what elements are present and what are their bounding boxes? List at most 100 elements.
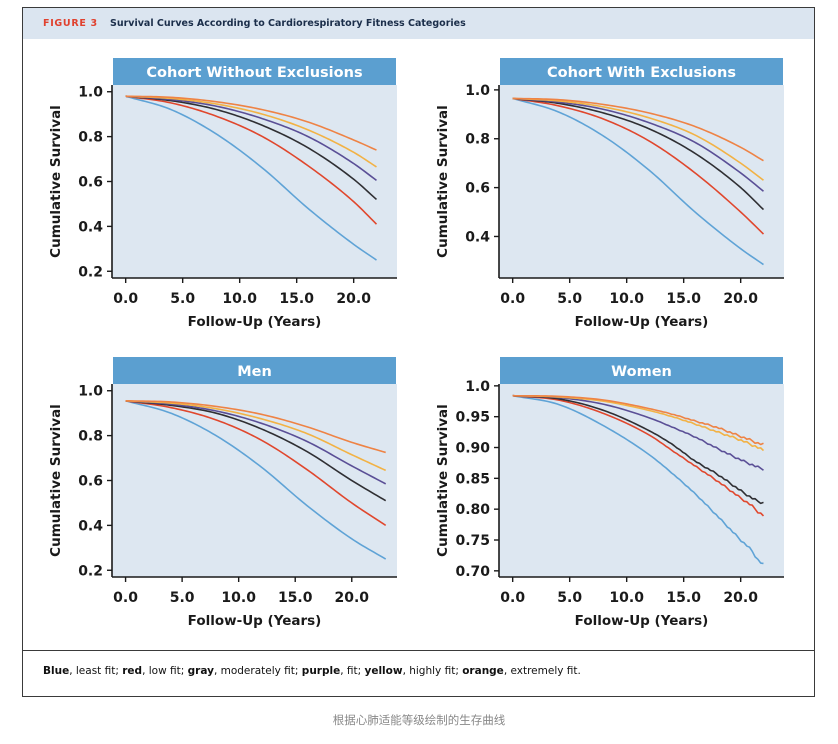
x-tick-label: 20.0	[723, 590, 758, 606]
series-line-moderately-fit	[125, 95, 378, 201]
x-axis-label: Follow-Up (Years)	[188, 314, 322, 330]
chart-men: Men 0.2 0.4 0.6 0.8 1.0 0.0 5.0 10.0 15.0 20.0 Foll…	[48, 357, 397, 629]
figure-label: FIGURE 3	[43, 18, 98, 29]
legend-color-name: gray	[187, 665, 214, 677]
series-line-moderately-fit	[512, 394, 764, 505]
x-tick-label: 10.0	[221, 590, 256, 606]
series-line-extremely-fit	[125, 400, 386, 454]
y-tick-label: 0.70	[455, 564, 490, 580]
y-tick-label: 0.2	[78, 563, 103, 579]
y-axis-label: Cumulative Survival	[48, 404, 64, 557]
charts-canvas: Cohort Without Exclusions 0.2 0.4 0.6 0.8 1.0…	[48, 58, 784, 629]
plot-area	[112, 85, 397, 278]
y-tick-label: 1.0	[465, 83, 490, 99]
series-line-highly-fit	[125, 400, 387, 472]
y-axis-label: Cumulative Survival	[48, 105, 64, 258]
y-tick-label: 0.4	[78, 518, 103, 534]
chart-title: Cohort With Exclusions	[547, 65, 736, 81]
y-tick-label: 1.0	[78, 384, 103, 400]
legend-description: , low fit;	[142, 665, 188, 677]
y-tick-label: 1.0	[78, 85, 103, 101]
x-tick-label: 5.0	[170, 291, 195, 307]
x-tick-label: 15.0	[666, 291, 701, 307]
x-tick-label: 5.0	[557, 590, 582, 606]
chart-title-bar	[113, 357, 396, 384]
series-line-low-fit	[125, 400, 387, 527]
series-line-fit	[125, 400, 387, 485]
x-axis-label: Follow-Up (Years)	[188, 613, 322, 629]
legend-color-name: red	[122, 665, 143, 677]
series-line-fit	[512, 97, 764, 192]
y-tick-label: 0.8	[78, 130, 103, 146]
chart-title: Women	[611, 364, 672, 380]
figure-caption: 根据心肺适能等级绘制的生存曲线	[332, 713, 506, 727]
x-tick-label: 15.0	[278, 590, 313, 606]
chart-title: Men	[237, 364, 272, 380]
footer-divider	[23, 650, 814, 651]
legend-description: , fit;	[340, 665, 365, 677]
legend-description: , extremely fit.	[503, 665, 581, 677]
x-tick-label: 0.0	[113, 590, 138, 606]
chart-title-bar	[500, 357, 783, 384]
series-line-extremely-fit	[512, 394, 764, 446]
x-tick-label: 0.0	[500, 291, 525, 307]
series-line-extremely-fit	[512, 97, 764, 162]
series-line-extremely-fit	[125, 95, 377, 151]
series-line-low-fit	[125, 95, 378, 225]
y-tick-label: 0.80	[455, 502, 490, 518]
legend-color-name: yellow	[364, 665, 403, 677]
series-line-least-fit	[125, 95, 377, 261]
y-axis-label: Cumulative Survival	[435, 105, 451, 258]
y-tick-label: 0.75	[455, 533, 490, 549]
series-line-low-fit	[512, 394, 765, 517]
x-tick-label: 20.0	[723, 291, 758, 307]
y-axis-label: Cumulative Survival	[435, 404, 451, 557]
series-line-highly-fit	[125, 95, 377, 168]
chart-title: Cohort Without Exclusions	[146, 65, 362, 81]
legend-description: , least fit;	[69, 665, 123, 677]
y-tick-label: 0.6	[465, 181, 490, 197]
x-tick-label: 20.0	[334, 590, 369, 606]
legend-note: Blue, least fit; red, low fit; gray, mod…	[43, 665, 581, 677]
y-tick-label: 0.6	[78, 175, 103, 191]
y-tick-label: 0.8	[465, 132, 490, 148]
y-tick-label: 0.90	[455, 441, 490, 457]
series-line-moderately-fit	[125, 400, 387, 502]
figure-header: FIGURE 3 Survival Curves According to Ca…	[23, 8, 814, 39]
chart-title-bar	[113, 58, 396, 85]
x-tick-label: 5.0	[170, 590, 195, 606]
series-line-least-fit	[125, 400, 387, 560]
x-tick-label: 15.0	[279, 291, 314, 307]
x-tick-label: 15.0	[666, 590, 701, 606]
series-line-least-fit	[512, 97, 764, 266]
series-line-highly-fit	[512, 97, 764, 181]
series-line-fit	[125, 95, 377, 182]
legend-description: , moderately fit;	[213, 665, 302, 677]
x-tick-label: 10.0	[609, 590, 644, 606]
x-tick-label: 0.0	[113, 291, 138, 307]
legend-description: , highly fit;	[402, 665, 463, 677]
figure-title: Survival Curves According to Cardiorespi…	[110, 18, 466, 29]
y-tick-label: 0.4	[465, 229, 490, 245]
y-tick-label: 0.2	[78, 264, 103, 280]
series-line-least-fit	[512, 394, 764, 565]
chart-title-bar	[500, 58, 783, 85]
chart-cohort-with-exclusions: Cohort With Exclusions 0.4 0.6 0.8 1.0 0.0 5.0…	[435, 58, 784, 330]
x-tick-label: 20.0	[336, 291, 371, 307]
y-tick-label: 0.95	[455, 410, 490, 426]
y-tick-label: 0.6	[78, 474, 103, 490]
legend-color-name: purple	[301, 665, 341, 677]
series-line-low-fit	[512, 97, 765, 235]
x-axis-label: Follow-Up (Years)	[575, 314, 709, 330]
series-line-moderately-fit	[512, 97, 765, 211]
x-tick-label: 10.0	[609, 291, 644, 307]
chart-women: Women 0.70 0.75 0.80 0.85 0.90 0.95 1.0 0.0 5.0 10…	[435, 357, 784, 629]
x-axis-label: Follow-Up (Years)	[575, 613, 709, 629]
x-tick-label: 10.0	[222, 291, 257, 307]
x-tick-label: 0.0	[500, 590, 525, 606]
plot-area	[499, 384, 784, 577]
x-tick-label: 5.0	[557, 291, 582, 307]
y-tick-label: 1.0	[465, 379, 490, 395]
y-tick-label: 0.8	[78, 429, 103, 445]
chart-cohort-without-exclusions: Cohort Without Exclusions 0.2 0.4 0.6 0.8 1.0…	[48, 58, 397, 330]
